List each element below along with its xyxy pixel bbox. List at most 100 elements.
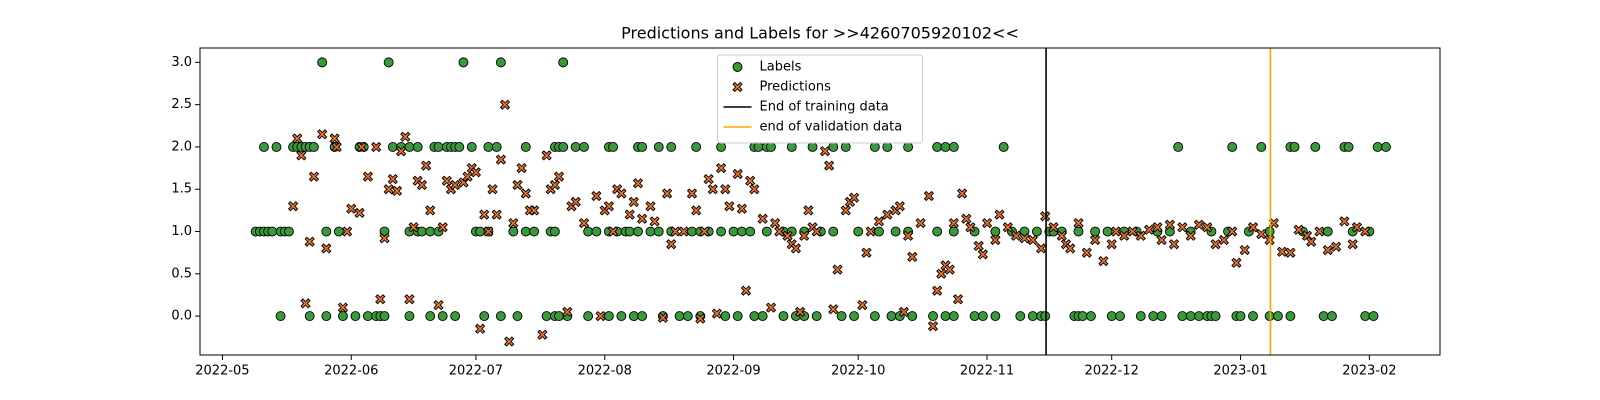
label-marker — [1194, 311, 1204, 322]
label-marker — [491, 142, 502, 152]
label-marker — [1085, 311, 1096, 322]
label-marker — [1322, 226, 1333, 237]
label-marker — [749, 311, 760, 322]
prediction-marker — [661, 188, 673, 199]
prediction-marker — [749, 184, 760, 195]
x-tick-label: 2023-02 — [1342, 364, 1396, 379]
label-marker — [1264, 311, 1275, 322]
prediction-marker — [803, 205, 814, 216]
label-marker — [932, 226, 943, 237]
prediction-marker — [391, 185, 403, 197]
label-marker — [579, 142, 589, 152]
prediction-marker — [861, 247, 872, 258]
label-marker — [508, 226, 519, 237]
prediction-marker — [331, 141, 342, 153]
prediction-marker — [321, 243, 332, 254]
label-marker — [948, 311, 959, 322]
prediction-marker — [553, 171, 565, 182]
label-marker — [333, 226, 344, 237]
prediction-marker — [699, 226, 710, 237]
label-marker — [362, 311, 373, 322]
label-marker — [479, 311, 490, 322]
label-marker — [529, 226, 540, 237]
prediction-marker — [782, 230, 793, 241]
prediction-marker — [1193, 219, 1205, 230]
label-marker — [1360, 311, 1371, 322]
prediction-marker — [832, 264, 843, 275]
prediction-marker — [296, 150, 307, 161]
prediction-marker — [736, 203, 748, 214]
label-marker — [1173, 142, 1184, 152]
prediction-marker — [520, 188, 531, 199]
prediction-marker — [1135, 230, 1146, 241]
label-marker — [637, 142, 648, 152]
x-tick-label: 2022-07 — [449, 364, 503, 379]
label-marker — [732, 311, 743, 322]
label-marker — [558, 142, 569, 152]
prediction-marker — [1185, 230, 1196, 241]
label-marker — [849, 311, 860, 322]
prediction-marker — [516, 162, 527, 174]
label-marker — [1272, 311, 1283, 322]
prediction-marker — [1110, 226, 1122, 237]
x-tick-label: 2022-10 — [831, 364, 885, 379]
x-tick-label: 2022-09 — [706, 364, 760, 379]
label-marker — [583, 226, 594, 237]
label-marker — [616, 311, 627, 322]
prediction-marker — [607, 226, 619, 237]
label-marker — [350, 311, 361, 322]
label-marker — [1015, 311, 1026, 322]
label-marker — [886, 311, 897, 322]
prediction-marker — [304, 236, 315, 247]
prediction-marker — [848, 192, 860, 203]
label-marker — [1227, 142, 1238, 152]
label-marker — [1031, 226, 1042, 237]
label-marker — [379, 311, 390, 322]
prediction-marker — [474, 323, 486, 334]
label-marker — [495, 311, 506, 322]
label-marker — [554, 311, 564, 322]
prediction-marker — [628, 196, 639, 208]
prediction-marker — [537, 329, 548, 340]
label-marker — [1327, 311, 1337, 322]
prediction-marker — [317, 129, 328, 140]
label-marker — [633, 226, 643, 237]
prediction-marker — [790, 243, 802, 254]
prediction-marker — [1314, 226, 1325, 237]
x-tick-label: 2022-05 — [195, 364, 249, 379]
label-marker — [1148, 311, 1159, 322]
label-marker — [977, 311, 988, 322]
prediction-marker — [356, 141, 367, 153]
prediction-marker — [292, 133, 303, 144]
prediction-marker — [508, 217, 519, 229]
label-marker — [433, 142, 444, 152]
label-marker — [383, 57, 394, 68]
label-marker — [828, 142, 839, 152]
prediction-marker — [636, 213, 648, 224]
prediction-marker — [591, 190, 602, 202]
plot-area — [250, 48, 1391, 355]
prediction-marker — [898, 306, 910, 318]
label-marker — [1310, 142, 1321, 152]
prediction-marker — [491, 209, 502, 220]
label-marker — [1177, 311, 1188, 322]
prediction-marker — [308, 171, 320, 182]
label-marker — [1106, 311, 1117, 322]
prediction-marker — [1256, 228, 1267, 240]
prediction-marker — [857, 299, 868, 311]
prediction-marker — [711, 308, 723, 319]
prediction-marker — [994, 209, 1005, 220]
prediction-marker — [362, 171, 374, 182]
label-marker — [317, 57, 328, 68]
x-tick-label: 2022-12 — [1085, 364, 1139, 379]
label-marker — [1115, 311, 1125, 322]
label-marker — [425, 226, 436, 237]
label-marker — [874, 226, 884, 237]
prediction-marker — [578, 217, 590, 229]
label-marker — [412, 142, 423, 152]
prediction-marker — [645, 201, 656, 212]
label-marker — [387, 142, 398, 152]
prediction-marker — [341, 226, 353, 237]
label-marker — [907, 311, 918, 322]
prediction-marker — [1089, 234, 1101, 246]
